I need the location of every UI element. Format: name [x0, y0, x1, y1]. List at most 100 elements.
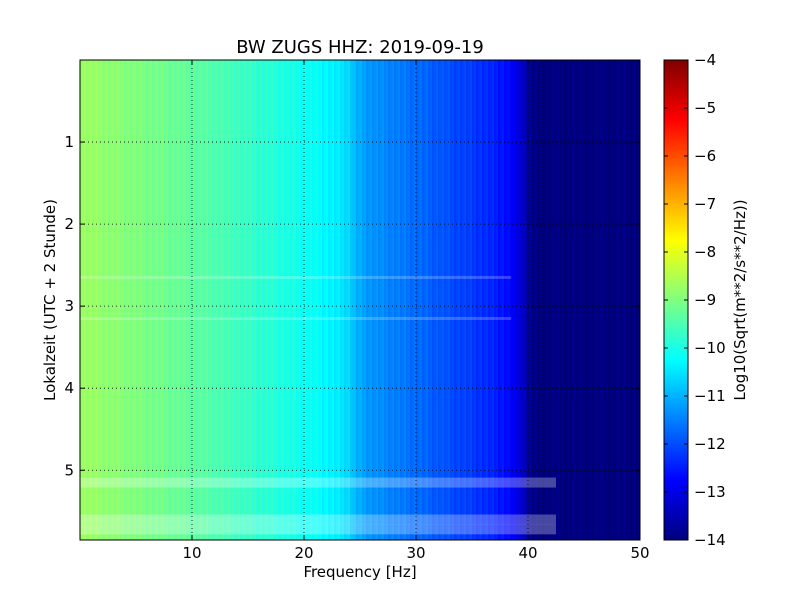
- heatmap-cell: [172, 60, 175, 540]
- x-axis-ticks: 10 20 30 40 50: [182, 60, 650, 562]
- heatmap-cell: [590, 60, 593, 540]
- heatmap-cell: [248, 60, 251, 540]
- heatmap-event: [80, 316, 512, 320]
- colorbar-label: Log10(Sqrt(m**2/s**2/Hz)): [731, 199, 749, 400]
- heatmap-cell: [228, 60, 231, 540]
- heatmap-cell: [412, 60, 415, 540]
- heatmap-cell: [436, 60, 439, 540]
- heatmap-cell: [304, 60, 307, 540]
- heatmap-cell: [198, 60, 201, 540]
- x-tick-label: 50: [630, 544, 649, 562]
- heatmap-cell: [104, 60, 107, 540]
- heatmap-cell: [476, 60, 479, 540]
- colorbar-tick-label: −5: [694, 99, 716, 117]
- heatmap-cell: [254, 60, 257, 540]
- heatmap-cell: [534, 60, 537, 540]
- heatmap-cell: [426, 60, 429, 540]
- x-tick-label: 40: [518, 544, 537, 562]
- heatmap-cell: [138, 60, 141, 540]
- heatmap-cell: [560, 60, 563, 540]
- heatmap-cell: [300, 60, 303, 540]
- heatmap-cell: [156, 60, 159, 540]
- heatmap-cell: [284, 60, 287, 540]
- heatmap-cell: [548, 60, 551, 540]
- heatmap-cell: [550, 60, 553, 540]
- heatmap-cell: [598, 60, 601, 540]
- heatmap-cell: [402, 60, 405, 540]
- heatmap-cell: [636, 60, 639, 540]
- heatmap-cell: [508, 60, 511, 540]
- heatmap-cell: [328, 60, 331, 540]
- heatmap-cell: [474, 60, 477, 540]
- heatmap-cell: [406, 60, 409, 540]
- heatmap-cell: [626, 60, 629, 540]
- heatmap-cell: [396, 60, 399, 540]
- heatmap-cell: [348, 60, 351, 540]
- colorbar-tick-label: −7: [694, 195, 716, 213]
- heatmap-cell: [92, 60, 95, 540]
- heatmap-cell: [564, 60, 567, 540]
- heatmap-cell: [252, 60, 255, 540]
- heatmap-cell: [128, 60, 131, 540]
- heatmap-cell: [180, 60, 183, 540]
- heatmap-cell: [234, 60, 237, 540]
- heatmap-cell: [308, 60, 311, 540]
- heatmap-cell: [246, 60, 249, 540]
- heatmap-cell: [624, 60, 627, 540]
- heatmap-cell: [420, 60, 423, 540]
- heatmap-cell: [464, 60, 467, 540]
- heatmap-cell: [238, 60, 241, 540]
- heatmap-cell: [586, 60, 589, 540]
- heatmap-cell: [152, 60, 155, 540]
- heatmap-cell: [146, 60, 149, 540]
- heatmap-cell: [340, 60, 343, 540]
- heatmap-cell: [516, 60, 519, 540]
- heatmap-cell: [214, 60, 217, 540]
- heatmap-cell: [584, 60, 587, 540]
- heatmap-cell: [456, 60, 459, 540]
- heatmap-cell: [448, 60, 451, 540]
- heatmap-cell: [454, 60, 457, 540]
- heatmap-cell: [188, 60, 191, 540]
- heatmap-cell: [130, 60, 133, 540]
- heatmap-cell: [540, 60, 543, 540]
- heatmap-cell: [192, 60, 195, 540]
- heatmap-cell: [442, 60, 445, 540]
- heatmap-cell: [606, 60, 609, 540]
- heatmap-cell: [126, 60, 129, 540]
- heatmap-cell: [390, 60, 393, 540]
- heatmap-cell: [244, 60, 247, 540]
- heatmap-cell: [302, 60, 305, 540]
- heatmap-cell: [334, 60, 337, 540]
- heatmap-cell: [342, 60, 345, 540]
- colorbar-tick-label: −12: [694, 435, 726, 453]
- heatmap-event: [80, 477, 556, 488]
- heatmap-cell: [600, 60, 603, 540]
- heatmap-cell: [582, 60, 585, 540]
- heatmap-cell: [274, 60, 277, 540]
- heatmap-cell: [262, 60, 265, 540]
- heatmap-cell: [460, 60, 463, 540]
- heatmap-cell: [592, 60, 595, 540]
- heatmap-cell: [288, 60, 291, 540]
- heatmap-event: [80, 275, 512, 279]
- heatmap-cell: [84, 60, 87, 540]
- heatmap-cell: [470, 60, 473, 540]
- heatmap-cell: [492, 60, 495, 540]
- heatmap-cell: [258, 60, 261, 540]
- heatmap-cell: [578, 60, 581, 540]
- heatmap-cell: [594, 60, 597, 540]
- heatmap-cell: [434, 60, 437, 540]
- heatmap-cell: [526, 60, 529, 540]
- heatmap-cell: [374, 60, 377, 540]
- heatmap-event: [80, 524, 556, 535]
- x-tick-label: 10: [182, 544, 201, 562]
- heatmap-cell: [294, 60, 297, 540]
- heatmap-cell: [170, 60, 173, 540]
- grid-lines: [80, 60, 640, 540]
- x-tick-label: 30: [406, 544, 425, 562]
- heatmap-cell: [616, 60, 619, 540]
- heatmap-cell: [312, 60, 315, 540]
- heatmap-cell: [360, 60, 363, 540]
